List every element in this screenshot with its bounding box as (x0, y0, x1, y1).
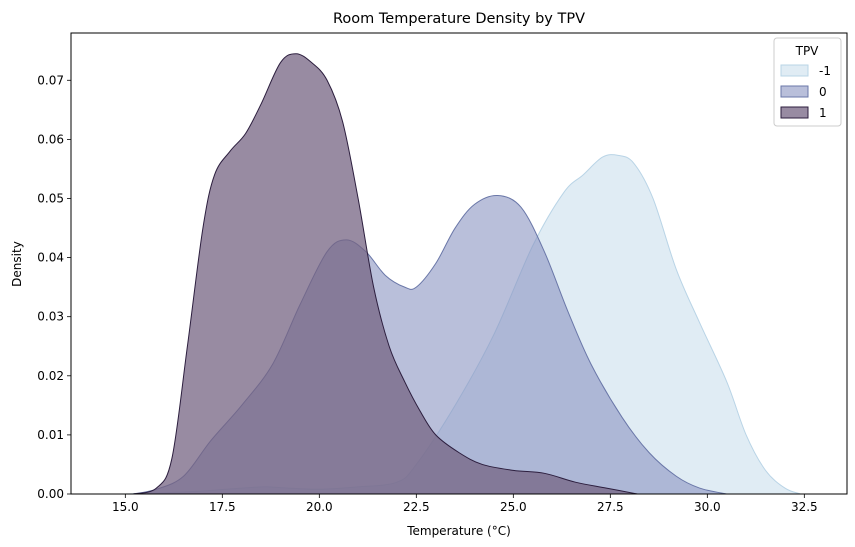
x-tick-label: 27.5 (597, 500, 624, 514)
x-axis-ticks: 15.0 17.5 20.0 22.5 25.0 27.5 30.0 32.5 (112, 494, 818, 514)
x-tick-label: 22.5 (403, 500, 430, 514)
legend-items: -1 0 1 (780, 64, 831, 120)
x-axis-title: Temperature (°C) (406, 524, 511, 538)
legend-swatch-tpv-1 (780, 106, 809, 119)
x-tick-label: 15.0 (112, 500, 139, 514)
y-tick-label: 0.01 (37, 428, 64, 442)
y-tick-label: 0.05 (37, 191, 64, 205)
x-tick-label: 32.5 (791, 500, 818, 514)
series-layer (125, 53, 801, 495)
legend: TPV -1 0 1 (773, 37, 842, 127)
density-line-tpv-1 (132, 53, 638, 495)
y-tick-label: 0.03 (37, 310, 64, 324)
chart-title: Room Temperature Density by TPV (333, 11, 585, 27)
x-tick-label: 30.0 (694, 500, 721, 514)
legend-title: TPV (795, 44, 820, 58)
legend-label-tpv-1: 1 (819, 106, 827, 120)
legend-swatch-tpv--1 (780, 64, 809, 77)
density-area-tpv-1 (133, 53, 638, 494)
y-tick-label: 0.06 (37, 132, 64, 146)
y-tick-label: 0.04 (37, 251, 64, 265)
y-tick-label: 0.07 (37, 73, 64, 87)
y-tick-label: 0.00 (37, 487, 64, 501)
legend-label-tpv--1: -1 (819, 64, 831, 78)
x-tick-label: 25.0 (500, 500, 527, 514)
x-tick-label: 20.0 (306, 500, 333, 514)
plot-frame (70, 32, 848, 495)
legend-swatch-tpv-0 (780, 85, 809, 98)
legend-label-tpv-0: 0 (819, 85, 827, 99)
legend-frame (773, 37, 842, 127)
y-tick-label: 0.02 (37, 369, 64, 383)
x-tick-label: 17.5 (209, 500, 236, 514)
y-axis-ticks: 0.00 0.01 0.02 0.03 0.04 0.05 0.06 0.07 (37, 73, 71, 501)
density-area-tpv--1 (125, 154, 801, 494)
y-axis-title: Density (10, 241, 24, 287)
